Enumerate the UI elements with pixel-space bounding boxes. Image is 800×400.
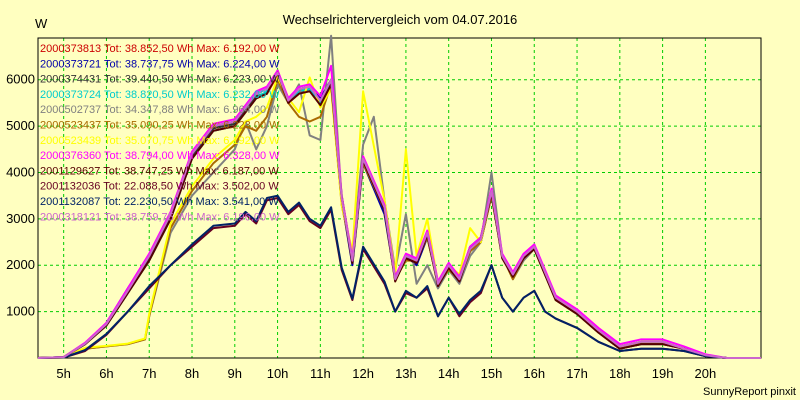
x-tick-label: 18h <box>609 366 631 381</box>
x-tick-label: 11h <box>310 366 331 381</box>
chart-title: Wechselrichtervergleich vom 04.07.2016 <box>283 12 518 27</box>
x-tick-label: 6h <box>99 366 113 381</box>
series-line-11 <box>37 194 761 359</box>
footer-credit: SunnyReport pinxit <box>703 386 796 398</box>
y-tick-label: 6000 <box>6 72 35 87</box>
x-tick-label: 9h <box>228 366 242 381</box>
y-tick-label: 4000 <box>6 164 35 179</box>
y-tick-label: 2000 <box>6 257 35 272</box>
legend-entry-5: 2000502737 Tot: 34.347,88 Wh Max: 6.964,… <box>40 104 280 116</box>
legend-entry-7: 2000523439 Tot: 35.070,75 Wh Max: 6.192,… <box>40 135 280 147</box>
y-tick-label: 3000 <box>6 211 35 226</box>
legend-entry-3: 2000374431 Tot: 39.440,50 Wh Max: 6.223,… <box>40 74 280 86</box>
x-tick-label: 12h <box>352 366 374 381</box>
axes <box>37 37 762 359</box>
x-tick-label: 14h <box>438 366 460 381</box>
series-line-12 <box>37 71 761 359</box>
x-tick-label: 7h <box>142 366 156 381</box>
x-tick-label: 13h <box>395 366 417 381</box>
legend-entry-12: 2000318121 Tot: 38.759,75 Wh Max: 6.196,… <box>40 211 280 223</box>
legend-entry-2: 2000373721 Tot: 38.737,75 Wh Max: 6.224,… <box>40 58 280 70</box>
legend-entry-11: 2001132087 Tot: 22.230,50 Wh Max: 3.541,… <box>40 196 279 208</box>
legend-entry-4: 2000373724 Tot: 38.820,50 Wh Max: 6.232,… <box>40 89 280 101</box>
legend-entry-10: 2001132036 Tot: 22.088,50 Wh Max: 3.502,… <box>40 181 279 193</box>
legend-entry-8: 2000376360 Tot: 38.794,00 Wh Max: 6.328,… <box>40 150 280 162</box>
x-tick-label: 5h <box>56 366 70 381</box>
y-axis-unit: W <box>35 16 48 31</box>
legend-entry-6: 2000523437 Tot: 35.090,25 Wh Max: 6.223,… <box>40 120 280 132</box>
x-tick-label: 20h <box>695 366 717 381</box>
legend: 2000373813 Tot: 38.852,50 Wh Max: 6.192,… <box>40 43 280 223</box>
y-tick-label: 5000 <box>6 118 35 133</box>
x-tick-label: 19h <box>652 366 674 381</box>
y-tick-label: 1000 <box>6 304 35 319</box>
legend-entry-1: 2000373813 Tot: 38.852,50 Wh Max: 6.192,… <box>40 43 280 55</box>
x-tick-label: 8h <box>185 366 199 381</box>
x-tick-label: 10h <box>267 366 289 381</box>
x-tick-label: 16h <box>523 366 545 381</box>
plot-frame <box>37 37 762 359</box>
x-tick-label: 15h <box>481 366 503 381</box>
tick-labels: 5h 6h 7h 8h 9h 10h 11h 12h 13h 14h 15h 16h 17h 18h 19h… <box>6 72 716 381</box>
series-group <box>37 34 761 359</box>
x-tick-label: 17h <box>566 366 588 381</box>
legend-entry-9: 2001129627 Tot: 38.747,25 Wh Max: 6.187,… <box>40 165 279 177</box>
grid <box>38 38 761 358</box>
